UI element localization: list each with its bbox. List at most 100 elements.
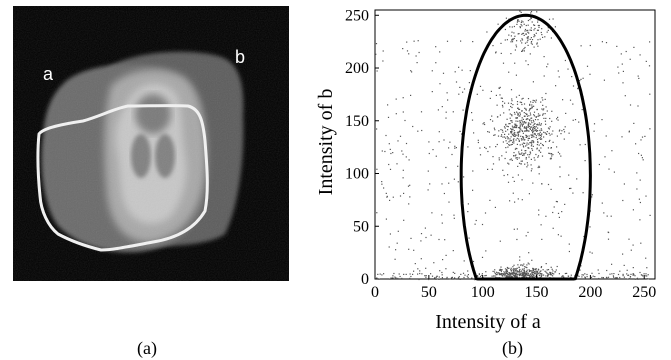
scatter-point [467, 146, 469, 148]
scatter-point [467, 276, 469, 279]
scatter-point [524, 272, 526, 274]
scatter-point [560, 235, 562, 237]
scatter-point [534, 126, 536, 128]
scatter-point [498, 157, 500, 159]
scatter-point [601, 202, 603, 204]
scatter-point [517, 270, 519, 273]
scatter-point [396, 242, 398, 244]
scatter-point [516, 134, 518, 136]
scatter-point [451, 276, 453, 278]
scatter-point [431, 275, 434, 277]
scatter-point [568, 174, 570, 176]
scatter-point [517, 112, 519, 114]
scatter-point [541, 28, 543, 30]
scatter-point [569, 187, 571, 190]
scatter-point [506, 39, 508, 41]
scatter-point [495, 276, 497, 278]
scatter-point [395, 113, 397, 115]
scatter-point [515, 270, 517, 272]
scatter-point [521, 117, 523, 119]
scatter-point [508, 141, 510, 143]
scatter-point [628, 130, 630, 132]
scatter-point [389, 168, 392, 170]
scatter-point [454, 272, 456, 274]
scatter-point [530, 17, 532, 19]
scatter-point [572, 192, 574, 194]
scatter-point [557, 212, 560, 214]
scatter-point [521, 39, 524, 41]
scatter-point [504, 268, 507, 270]
scatter-point [498, 87, 501, 89]
scatter-point [508, 144, 510, 146]
scatter-point [547, 29, 549, 31]
scatter-point [527, 231, 529, 233]
scatter-point [522, 118, 524, 120]
y-tick-label: 50 [353, 218, 369, 235]
caption-a: (a) [137, 338, 157, 358]
scatter-point [629, 58, 631, 60]
scatter-point [468, 237, 470, 239]
scatter-point [516, 148, 518, 150]
scatter-point [522, 21, 524, 23]
scatter-point [418, 51, 420, 54]
scatter-point [531, 122, 533, 124]
scatter-point [417, 268, 419, 270]
scatter-point [530, 158, 532, 160]
scatter-point [576, 178, 578, 180]
scatter-point [535, 99, 537, 101]
label-a: a [43, 64, 54, 84]
scatter-point [505, 130, 507, 132]
scatter-point [510, 89, 513, 91]
scatter-point [512, 127, 514, 129]
scatter-point [535, 135, 538, 137]
scatter-point [438, 131, 440, 133]
scatter-point [505, 276, 507, 278]
scatter-point [529, 125, 531, 128]
scatter-point [525, 158, 527, 160]
scatter-point [494, 272, 496, 274]
scatter-point [482, 123, 484, 125]
scatter-point [507, 126, 509, 128]
scatter-point [494, 275, 496, 277]
scatter-point [583, 235, 585, 238]
scatter-point [416, 62, 418, 64]
scatter-point [523, 112, 525, 114]
scatter-point [529, 276, 531, 278]
scatter-point [527, 123, 529, 125]
scatter-point [505, 271, 507, 273]
scatter-point [582, 192, 584, 194]
scatter-point [531, 144, 533, 146]
scatter-point [531, 106, 533, 108]
scatter-point [521, 268, 523, 270]
scatter-point [527, 164, 529, 166]
scatter-point [435, 278, 437, 280]
scatter-point [517, 107, 519, 109]
scatter-point [521, 152, 523, 154]
scatter-point [515, 268, 517, 270]
scatter-point [645, 273, 647, 275]
scatter-point [529, 103, 531, 105]
scatter-point [572, 103, 574, 105]
scatter-point [540, 276, 542, 278]
scatter-point [584, 276, 586, 278]
scatter-point [558, 216, 560, 218]
scatter-point [515, 154, 517, 156]
scatter-point [534, 275, 536, 277]
scatter-point [522, 138, 524, 140]
scatter-point [522, 265, 524, 267]
scatter-point [509, 140, 511, 142]
scatter-point [529, 108, 531, 111]
scatter-point [580, 78, 582, 80]
scatter-point [419, 272, 421, 275]
scatter-point [538, 144, 540, 146]
scatter-point [540, 266, 542, 269]
scatter-point [541, 108, 543, 110]
scatter-point [516, 273, 518, 275]
scatter-point [530, 123, 532, 125]
scatter-point [641, 274, 643, 276]
scatter-point [513, 269, 515, 272]
mri-image-panel: a b [13, 6, 289, 281]
scatter-point [536, 42, 538, 44]
scatter-point [525, 127, 527, 130]
scatter-point [545, 133, 547, 135]
